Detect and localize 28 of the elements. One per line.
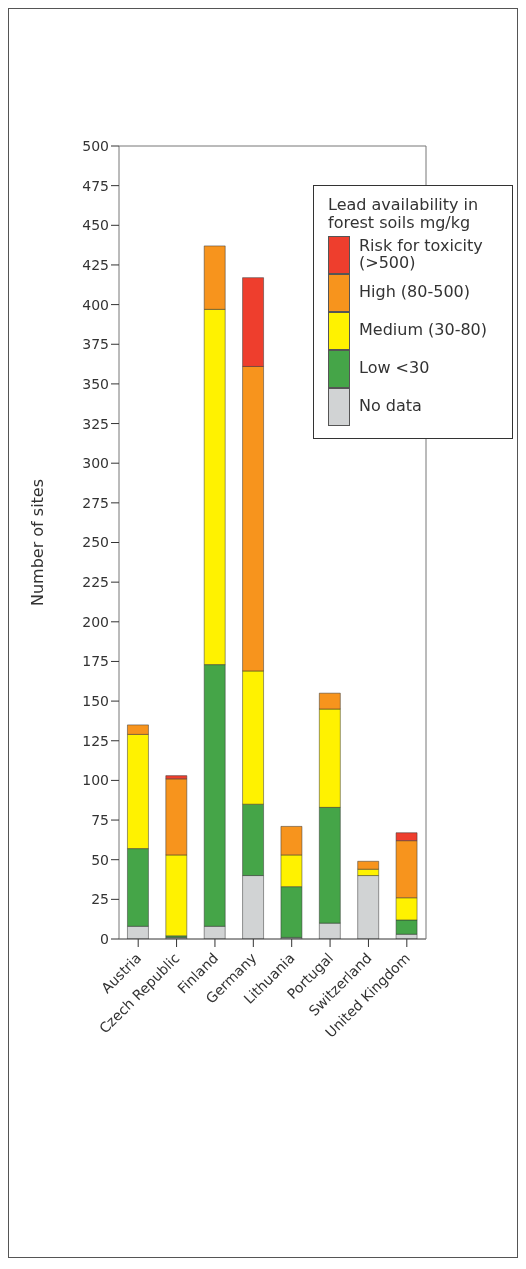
legend-label: High (80-500) [359,281,471,301]
y-tick-label: 275 [82,494,109,511]
y-tick-label: 300 [82,455,109,472]
y-tick-label: 225 [82,574,109,591]
y-tick-label: 350 [82,375,109,392]
y-tick-label: 50 [91,851,109,868]
y-tick-label: 175 [82,653,109,670]
legend-title: Lead availability in forest soils mg/kg [328,195,480,232]
y-tick-label: 125 [82,732,109,749]
y-tick-label: 0 [100,930,109,947]
y-tick-label: 500 [82,137,109,154]
y-tick-label: 75 [91,812,109,829]
y-tick-label: 400 [82,296,109,313]
y-tick-label: 200 [82,613,109,630]
legend-label: Risk for toxicity (>500) [359,236,484,272]
y-tick-label: 425 [82,256,109,273]
y-axis-title: Number of sites [27,478,47,607]
legend-label: No data [359,395,423,415]
y-tick-label: 325 [82,415,109,432]
legend-label: Low <30 [359,357,431,377]
y-tick-label: 450 [82,217,109,234]
y-tick-label: 375 [82,336,109,353]
y-tick-label: 25 [91,891,109,908]
y-tick-label: 475 [82,177,109,194]
legend-label: Medium (30-80) [359,319,489,339]
y-tick-label: 100 [82,772,109,789]
y-tick-label: 150 [82,693,109,710]
y-tick-label: 250 [82,534,109,551]
